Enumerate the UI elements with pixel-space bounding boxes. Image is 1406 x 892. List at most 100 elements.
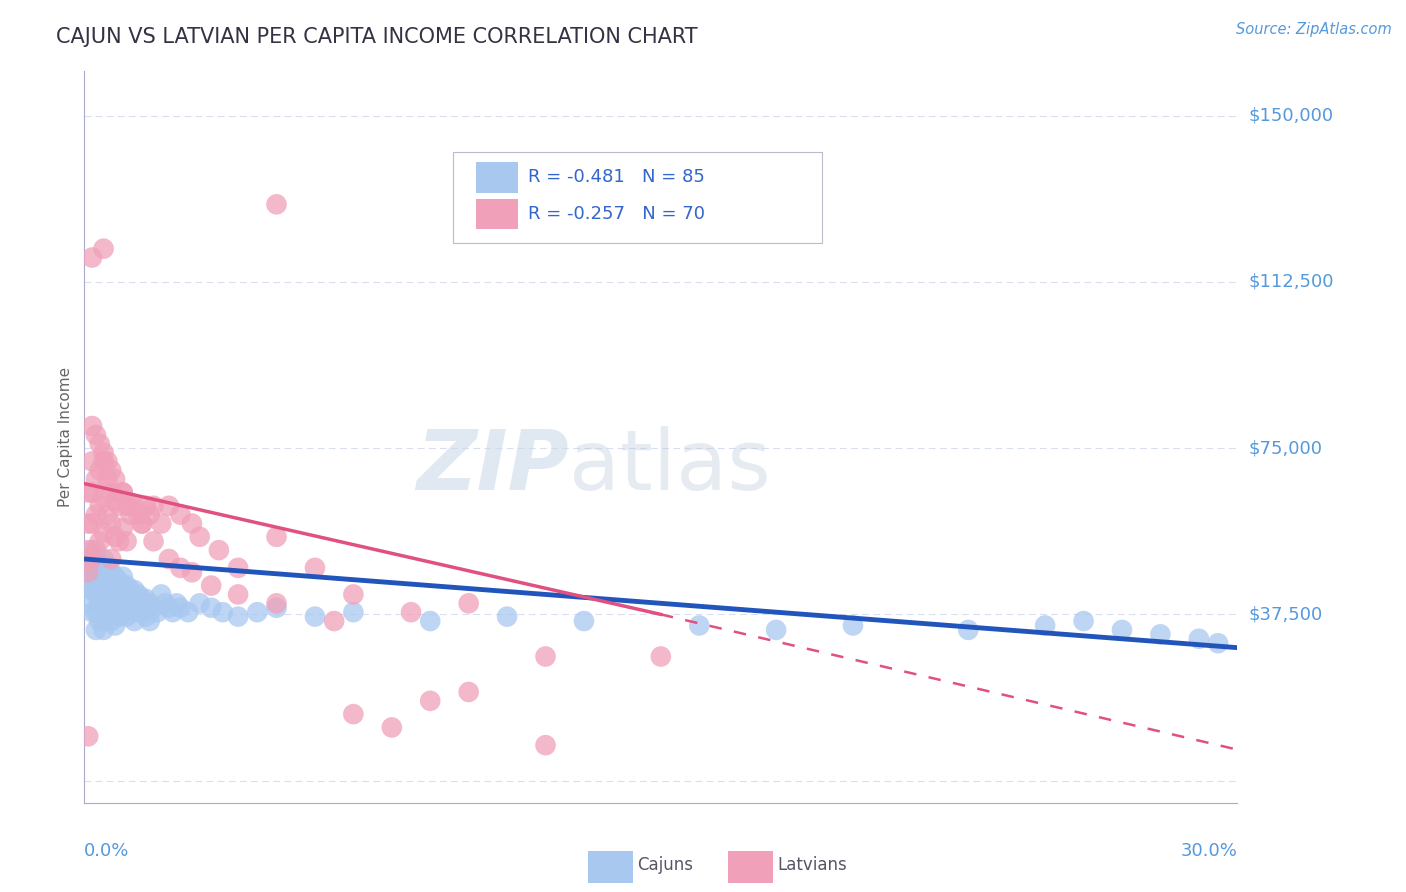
Point [266,600,288,615]
Point [323,614,346,628]
Point [181,516,204,531]
Point [84,587,107,601]
Point [89,534,111,549]
Point [138,508,160,522]
Point [138,596,160,610]
Point [131,605,153,619]
FancyBboxPatch shape [453,152,823,244]
Point [304,561,326,575]
Point [115,534,138,549]
Point [266,197,288,211]
Point [104,530,127,544]
Point [80,605,103,619]
Point [111,521,134,535]
Text: Latvians: Latvians [778,856,848,874]
Point [226,587,249,601]
Point [1073,614,1095,628]
Point [135,609,157,624]
Point [96,472,118,486]
Point [226,561,249,575]
Point [93,525,115,540]
Point [80,454,103,468]
Point [304,609,326,624]
Point [89,578,111,592]
Point [84,508,107,522]
Point [457,685,479,699]
Point [120,600,142,615]
Point [169,508,191,522]
Point [108,591,131,606]
Point [146,605,169,619]
Point [124,596,146,610]
Point [115,609,138,624]
Point [111,485,134,500]
Point [572,614,595,628]
Point [89,499,111,513]
Point [177,605,200,619]
Point [211,605,233,619]
Point [80,543,103,558]
Point [188,596,211,610]
Point [80,552,103,566]
Point [496,609,519,624]
Point [111,570,134,584]
Point [166,596,188,610]
Point [96,578,118,592]
Point [77,596,100,610]
Point [93,623,115,637]
Point [120,508,142,522]
Point [150,516,173,531]
Point [765,623,787,637]
Point [80,485,103,500]
Point [77,566,100,580]
Point [108,534,131,549]
Text: 30.0%: 30.0% [1181,842,1237,860]
Point [181,566,204,580]
Point [135,499,157,513]
Point [104,587,127,601]
Point [842,618,865,632]
Point [77,729,100,743]
Point [89,463,111,477]
Point [93,445,115,459]
Point [104,618,127,632]
Point [534,649,557,664]
Point [1188,632,1211,646]
Point [120,582,142,597]
Y-axis label: Per Capita Income: Per Capita Income [58,367,73,508]
Point [208,543,231,558]
Point [84,605,107,619]
Point [77,543,100,558]
Point [77,578,100,592]
Point [111,605,134,619]
Point [188,530,211,544]
Point [169,600,191,615]
Point [84,570,107,584]
Point [100,582,122,597]
Point [80,582,103,597]
Point [89,557,111,571]
Point [77,561,100,575]
Point [115,578,138,592]
Point [89,614,111,628]
FancyBboxPatch shape [477,162,517,193]
Point [93,242,115,256]
Point [957,623,980,637]
Point [342,707,364,722]
Point [142,499,165,513]
Point [200,600,222,615]
Point [1149,627,1171,641]
Point [77,516,100,531]
Point [169,561,191,575]
Point [115,499,138,513]
Point [162,605,184,619]
Point [419,694,441,708]
Point [1111,623,1133,637]
Point [342,605,364,619]
Point [1033,618,1056,632]
FancyBboxPatch shape [477,199,517,229]
Point [266,596,288,610]
Text: $37,500: $37,500 [1249,606,1323,624]
Point [124,582,146,597]
Point [127,508,149,522]
